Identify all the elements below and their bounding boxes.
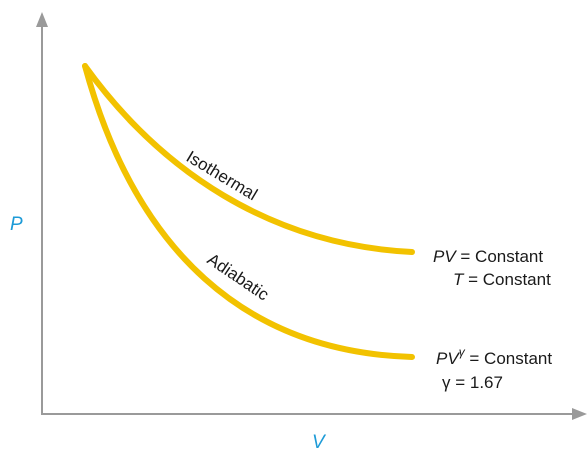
adiabatic-equation: PVγ = Constant: [436, 345, 552, 368]
isothermal-condition: T = Constant: [453, 270, 551, 289]
adiabatic-gamma-value: γ = 1.67: [442, 373, 503, 392]
adiabatic-gamma-rest: = 1.67: [451, 373, 503, 392]
adiabatic-eq-rest: = Constant: [465, 349, 553, 368]
adiabatic-label: Adiabatic: [204, 250, 273, 305]
isothermal-cond-rest: = Constant: [463, 270, 551, 289]
y-axis-label: P: [10, 214, 23, 235]
isothermal-curve: [82, 63, 415, 255]
x-axis-label: V: [312, 432, 327, 450]
isothermal-eq-rest: = Constant: [456, 247, 544, 266]
x-axis-arrow-icon: [572, 408, 587, 420]
adiabatic-eq-var: PV: [436, 349, 460, 368]
isothermal-cond-var: T: [453, 270, 465, 289]
adiabatic-eq-exp: γ: [459, 345, 466, 359]
adiabatic-curve: [82, 63, 415, 360]
adiabatic-gamma-sym: γ: [442, 373, 451, 392]
isothermal-eq-var: PV: [433, 247, 457, 266]
y-axis-arrow-icon: [36, 12, 48, 27]
isothermal-equation: PV = Constant: [433, 247, 543, 266]
